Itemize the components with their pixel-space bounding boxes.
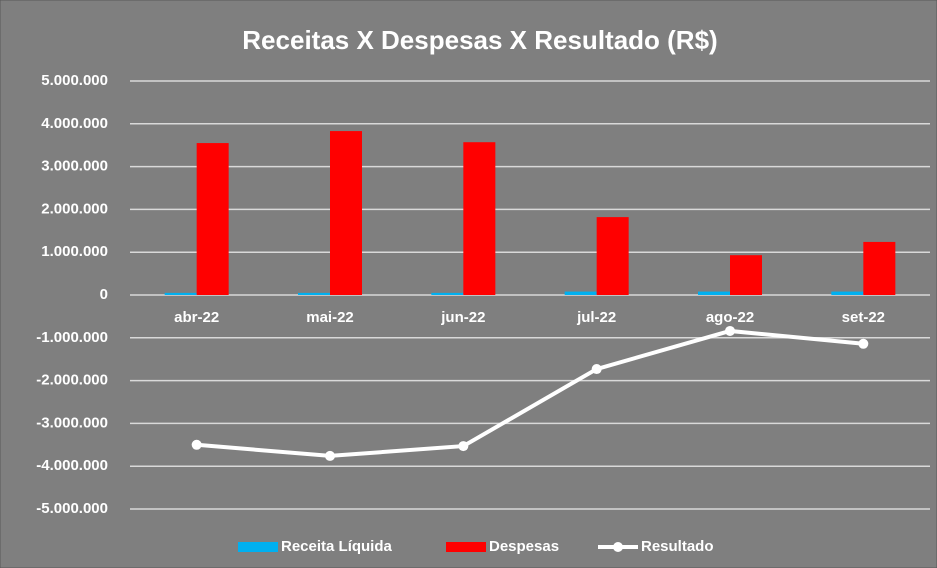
legend-marker [613,542,623,552]
x-tick-label: jul-22 [576,309,616,326]
bar [164,292,197,295]
line-marker [858,338,869,349]
y-tick-label: 1.000.000 [41,243,108,260]
chart-title: Receitas X Despesas X Resultado (R$) [242,25,717,55]
bar [431,292,464,295]
line [196,328,864,458]
y-tick-label: 0 [100,286,108,303]
x-tick-label: ago-22 [706,309,754,326]
y-tick-label: -3.000.000 [36,414,108,431]
bar [298,292,330,295]
legend-label: Despesas [489,538,559,555]
bar [698,291,730,295]
bar [596,217,629,295]
x-tick-label: mai-22 [306,309,354,326]
x-tick-label: abr-22 [174,309,219,326]
y-tick-label: -2.000.000 [36,372,108,389]
y-tick-label: -4.000.000 [36,457,108,474]
line-marker [458,441,469,452]
y-tick-label: 4.000.000 [41,115,108,132]
x-tick-label: set-22 [842,309,885,326]
bar [863,241,896,295]
bar [564,291,597,295]
line-marker [591,364,602,375]
bar [463,142,496,295]
y-tick-label: -5.000.000 [36,500,108,517]
line-marker [325,450,335,461]
y-tick-label: 2.000.000 [41,200,108,217]
bar [330,131,362,295]
y-tick-label: 5.000.000 [41,72,108,89]
bar [831,291,864,295]
bar [196,143,229,295]
legend-swatch [238,542,278,552]
x-tick-label: jun-22 [440,309,485,326]
bar [730,255,762,295]
legend-label: Resultado [641,538,714,555]
line-marker [191,439,202,450]
y-tick-label: -1.000.000 [36,329,108,346]
y-tick-label: 3.000.000 [41,158,108,175]
legend-label: Receita Líquida [281,538,393,555]
legend-swatch [446,542,486,552]
line-marker [725,325,735,336]
